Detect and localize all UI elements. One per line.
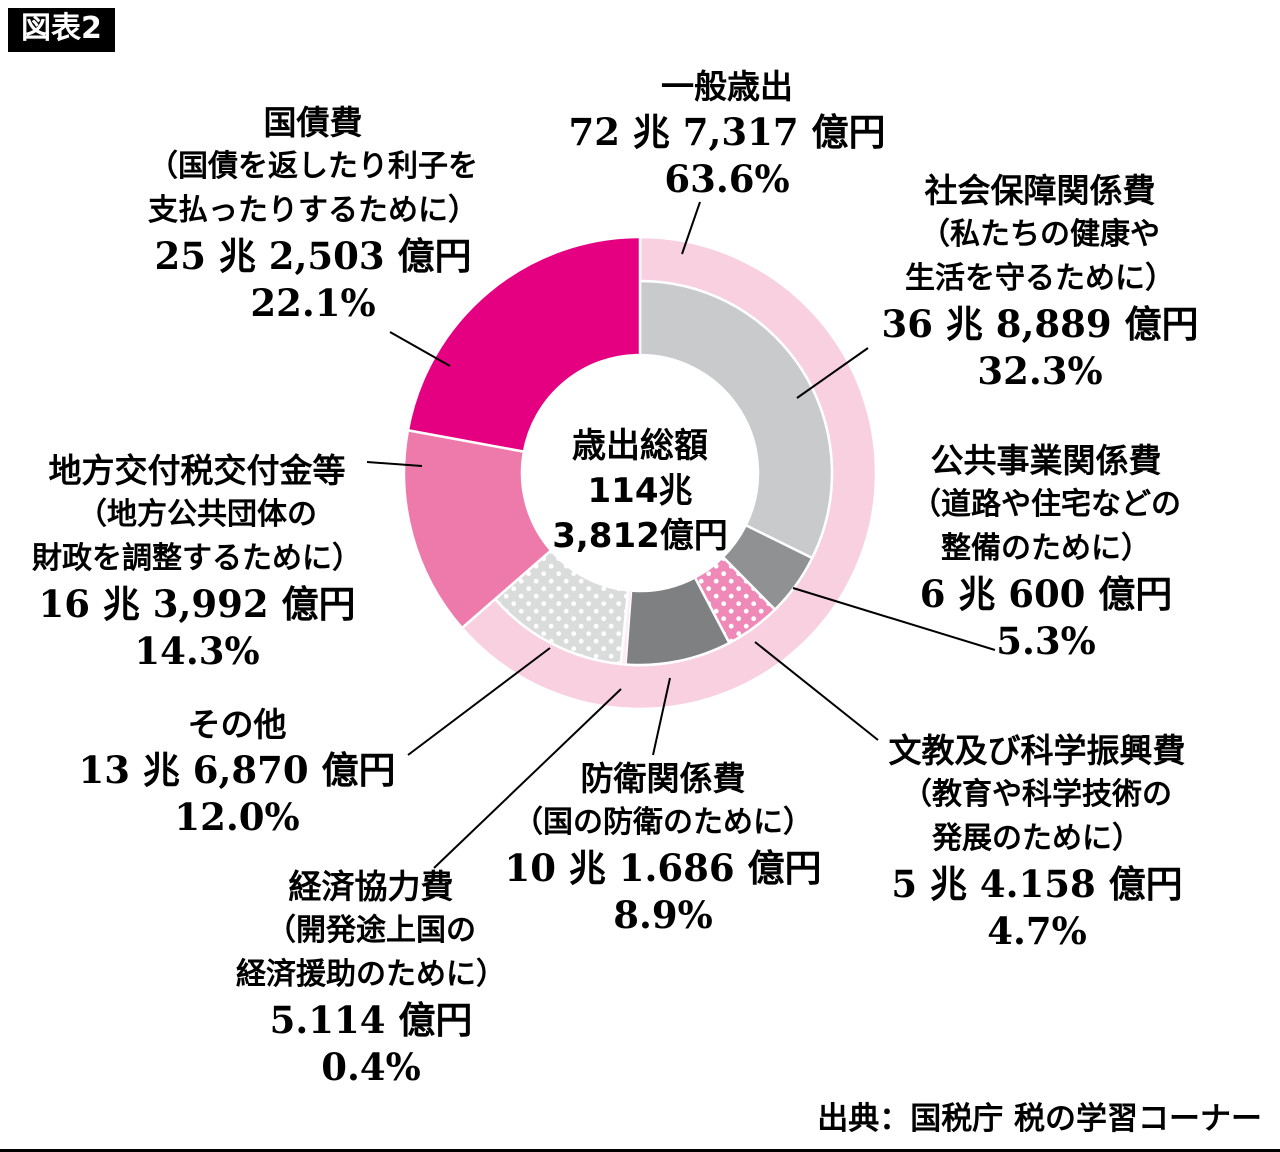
category-pct: 12.0% bbox=[174, 795, 300, 839]
segment-bouei bbox=[624, 576, 731, 667]
category-pct: 8.9% bbox=[613, 893, 713, 937]
category-desc: 財政を調整するために） bbox=[32, 541, 362, 576]
category-desc: （開発途上国の bbox=[266, 913, 476, 948]
category-desc: 生活を守るために） bbox=[905, 261, 1175, 296]
category-pct: 5.3% bbox=[996, 619, 1096, 663]
category-value: 6 兆 600 億円 bbox=[919, 572, 1173, 616]
figure-label: 図表2 bbox=[8, 8, 115, 52]
segment-kokusai bbox=[406, 235, 642, 453]
category-desc: （道路や住宅などの bbox=[911, 487, 1181, 522]
category-pct: 14.3% bbox=[134, 629, 260, 673]
segment-chihou bbox=[402, 428, 553, 630]
label-sonota: その他 13 兆 6,870 億円 12.0% bbox=[79, 702, 396, 840]
category-pct: 32.3% bbox=[977, 349, 1103, 393]
label-bouei: 防衛関係費 （国の防衛のために） 10 兆 1.686 億円 8.9% bbox=[505, 756, 822, 938]
category-desc: 整備のために） bbox=[941, 531, 1151, 566]
leader-line-sonota bbox=[407, 647, 551, 756]
category-title: 公共事業関係費 bbox=[930, 441, 1162, 480]
bottom-border bbox=[0, 1149, 1280, 1152]
center-total-value-2: 3,812億円 bbox=[552, 516, 728, 556]
category-pct: 63.6% bbox=[664, 157, 790, 201]
category-desc: （教育や科学技術の bbox=[902, 777, 1172, 812]
label-kokusai-hi: 国債費 （国債を返したり利子を 支払ったりするために） 25 兆 2,503 億… bbox=[148, 100, 478, 326]
label-bunkyou-kagaku: 文教及び科学振興費 （教育や科学技術の 発展のために） 5 兆 4.158 億円… bbox=[889, 728, 1186, 954]
label-chihou-koufuzei: 地方交付税交付金等 （地方公共団体の 財政を調整するために） 16 兆 3,99… bbox=[32, 448, 362, 674]
label-keizai-kyouryoku: 経済協力費 （開発途上国の 経済援助のために） 5.114 億円 0.4% bbox=[236, 864, 506, 1090]
segment-shakai bbox=[638, 279, 834, 560]
leader-line-kokusai bbox=[389, 331, 451, 367]
category-value: 5.114 億円 bbox=[269, 998, 473, 1042]
leader-line-kokyo bbox=[792, 587, 996, 651]
category-value: 13 兆 6,870 億円 bbox=[78, 748, 396, 792]
category-value: 16 兆 3,992 億円 bbox=[38, 582, 356, 626]
category-desc: （国の防衛のために） bbox=[513, 805, 813, 840]
category-title: 文教及び科学振興費 bbox=[888, 731, 1186, 770]
category-desc: 支払ったりするために） bbox=[148, 193, 478, 228]
category-title: その他 bbox=[187, 705, 287, 744]
category-pct: 0.4% bbox=[321, 1045, 421, 1089]
leader-line-bouei bbox=[652, 677, 671, 756]
category-value: 10 兆 1.686 億円 bbox=[504, 846, 822, 890]
category-value: 72 兆 7,317 億円 bbox=[568, 110, 886, 154]
leader-line-shakai bbox=[796, 347, 869, 399]
label-shakai-hoshou: 社会保障関係費 （私たちの健康や 生活を守るために） 36 兆 8,889 億円… bbox=[882, 168, 1199, 394]
category-value: 36 兆 8,889 億円 bbox=[881, 302, 1199, 346]
leader-line-bunkyo bbox=[754, 641, 879, 741]
category-value: 5 兆 4.158 億円 bbox=[891, 862, 1183, 906]
center-total-value-1: 114兆 bbox=[587, 471, 693, 511]
category-pct: 22.1% bbox=[250, 281, 376, 325]
category-title: 国債費 bbox=[263, 103, 363, 142]
center-total-label: 歳出総額 bbox=[571, 426, 708, 466]
category-title: 一般歳出 bbox=[661, 67, 793, 106]
leader-line-keizai bbox=[433, 688, 622, 869]
category-desc: （国債を返したり利子を bbox=[148, 149, 478, 184]
category-desc: 発展のために） bbox=[932, 821, 1142, 856]
leader-line-ippan bbox=[681, 201, 701, 255]
category-desc: 経済援助のために） bbox=[236, 957, 506, 992]
category-title: 防衛関係費 bbox=[580, 759, 746, 798]
category-title: 経済協力費 bbox=[288, 867, 454, 906]
category-desc: （地方公共団体の bbox=[77, 497, 317, 532]
label-ippan-saishutsu: 一般歳出 72 兆 7,317 億円 63.6% bbox=[569, 64, 886, 202]
label-koukyou-jigyou: 公共事業関係費 （道路や住宅などの 整備のために） 6 兆 600 億円 5.3… bbox=[911, 438, 1181, 664]
category-desc: （私たちの健康や bbox=[920, 217, 1160, 252]
category-title: 社会保障関係費 bbox=[924, 171, 1156, 210]
category-title: 地方交付税交付金等 bbox=[48, 451, 346, 490]
chart-center-total: 歳出総額 114兆 3,812億円 bbox=[552, 424, 728, 559]
category-pct: 4.7% bbox=[987, 909, 1087, 953]
leader-line-chihou bbox=[366, 461, 423, 467]
category-value: 25 兆 2,503 億円 bbox=[154, 234, 472, 278]
source-caption: 出典：国税庁 税の学習コーナー bbox=[817, 1101, 1262, 1137]
